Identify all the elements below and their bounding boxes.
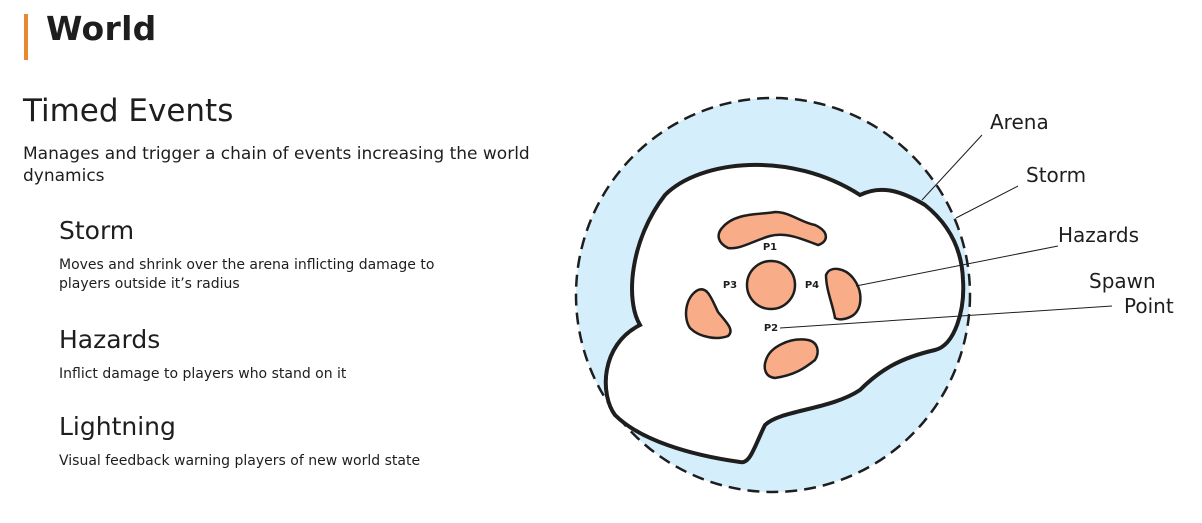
spawn-label-line2: Point [1124,294,1174,318]
event-storm-title: Storm [59,216,135,245]
storm-label: Storm [1026,163,1086,187]
event-storm: Storm Moves and shrink over the arena in… [59,216,439,294]
hazard-left [684,288,732,340]
spawn-p3-label: P3 [723,280,737,291]
spawn-leader-line [779,305,1113,329]
event-lightning: Lightning Visual feedback warning player… [59,412,439,471]
arena-label: Arena [990,110,1049,134]
hazard-top [717,210,828,250]
event-storm-description: Moves and shrink over the arena inflicti… [59,257,435,292]
hazards-leader-line [855,245,1059,287]
hazard-center [745,259,797,311]
storm-leader-line [955,185,1019,219]
event-hazards: Hazards Inflict damage to players who st… [59,325,439,384]
spawn-p1-label: P1 [763,242,777,253]
title-accent-bar [24,14,28,60]
hazards-label: Hazards [1058,223,1139,247]
hazard-bottom [763,338,819,380]
section-description: Manages and trigger a chain of events in… [23,144,530,186]
event-hazards-title: Hazards [59,325,161,354]
arena-shape [603,162,966,465]
spawn-p4-label: P4 [805,280,819,291]
event-lightning-description: Visual feedback warning players of new w… [59,453,421,469]
event-lightning-title: Lightning [59,412,176,441]
spawn-label-line1: Spawn [1089,269,1156,293]
section-title: Timed Events [23,93,234,129]
spawn-p2-label: P2 [764,323,778,334]
event-hazards-description: Inflict damage to players who stand on i… [59,366,347,382]
hazard-right [824,267,862,321]
arena-leader-line [921,134,983,201]
page-title: World [46,9,157,48]
